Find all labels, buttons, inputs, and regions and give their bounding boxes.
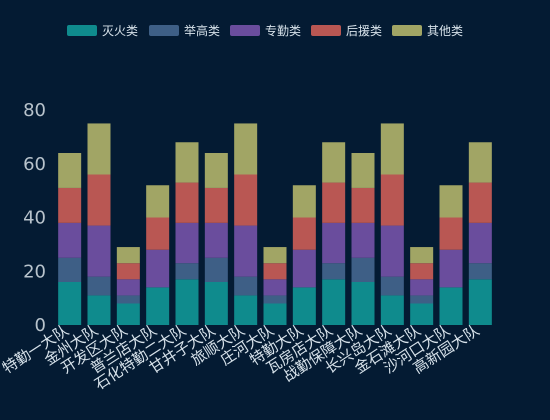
bar-15-后援类[interactable]	[468, 182, 492, 223]
bar-9-灭火类[interactable]	[292, 287, 316, 325]
bar-5-专勤类[interactable]	[175, 222, 199, 264]
legend-label-1[interactable]: 灭火类	[102, 24, 138, 38]
x-axis: 特勤一大队金州大队开发区大队普兰店大队石化特勤二大队甘井子大队旅顺大队庄河大队特…	[0, 321, 483, 393]
bar-12-灭火类[interactable]	[380, 295, 404, 325]
bar-10-其他类[interactable]	[322, 142, 346, 183]
bar-9-专勤类[interactable]	[292, 249, 316, 288]
bar-13-专勤类[interactable]	[410, 279, 434, 296]
bar-12-其他类[interactable]	[380, 123, 404, 175]
legend-label-5[interactable]: 其他类	[427, 24, 463, 38]
bar-3-专勤类[interactable]	[116, 279, 140, 296]
bar-2-其他类[interactable]	[87, 123, 111, 175]
bar-7-其他类[interactable]	[234, 123, 258, 175]
bar-9-后援类[interactable]	[292, 217, 316, 250]
bar-14-专勤类[interactable]	[439, 249, 463, 288]
bar-2-后援类[interactable]	[87, 174, 111, 226]
y-tick-label-0: 0	[35, 315, 46, 336]
bar-13-其他类[interactable]	[410, 247, 434, 264]
bar-8-其他类[interactable]	[263, 247, 287, 264]
bar-6-专勤类[interactable]	[204, 222, 228, 258]
legend-label-2[interactable]: 举高类	[184, 23, 220, 38]
y-axis: 0 20 40 60 80	[23, 100, 46, 336]
bar-14-灭火类[interactable]	[439, 287, 463, 325]
bar-3-其他类[interactable]	[116, 247, 140, 264]
bar-11-专勤类[interactable]	[351, 222, 375, 258]
bar-7-专勤类[interactable]	[234, 225, 258, 277]
bar-1-举高类[interactable]	[58, 257, 82, 282]
bar-5-后援类[interactable]	[175, 182, 199, 223]
bar-2-灭火类[interactable]	[87, 295, 111, 325]
bar-8-专勤类[interactable]	[263, 279, 287, 296]
bar-6-举高类[interactable]	[204, 257, 228, 282]
bar-15-灭火类[interactable]	[468, 279, 492, 325]
legend-swatch-5[interactable]	[392, 25, 422, 36]
bar-8-灭火类[interactable]	[263, 303, 287, 326]
bar-10-灭火类[interactable]	[322, 279, 346, 325]
bar-11-后援类[interactable]	[351, 187, 375, 223]
bar-2-举高类[interactable]	[87, 276, 111, 296]
bar-3-举高类[interactable]	[116, 295, 140, 304]
bar-15-专勤类[interactable]	[468, 222, 492, 264]
bar-14-其他类[interactable]	[439, 185, 463, 218]
bar-8-举高类[interactable]	[263, 295, 287, 304]
bar-5-其他类[interactable]	[175, 142, 199, 183]
bar-10-专勤类[interactable]	[322, 222, 346, 264]
bar-14-后援类[interactable]	[439, 217, 463, 250]
bar-3-后援类[interactable]	[116, 263, 140, 280]
bar-4-其他类[interactable]	[146, 185, 170, 218]
bar-4-专勤类[interactable]	[146, 249, 170, 288]
bar-3-灭火类[interactable]	[116, 303, 140, 326]
bar-11-其他类[interactable]	[351, 153, 375, 188]
bar-2-专勤类[interactable]	[87, 225, 111, 277]
y-tick-label-80: 80	[23, 100, 46, 121]
bar-15-举高类[interactable]	[468, 263, 492, 280]
bar-5-灭火类[interactable]	[175, 279, 199, 325]
bar-9-其他类[interactable]	[292, 185, 316, 218]
y-tick-label-60: 60	[23, 154, 46, 175]
legend-swatch-1[interactable]	[67, 25, 97, 36]
bar-stack-area	[58, 123, 492, 325]
bar-13-灭火类[interactable]	[410, 303, 434, 326]
legend-swatch-3[interactable]	[230, 25, 260, 36]
legend-swatch-2[interactable]	[149, 25, 179, 36]
bar-11-举高类[interactable]	[351, 257, 375, 282]
legend: 灭火类 举高类 专勤类 后援类 其他类	[67, 23, 463, 38]
bar-1-灭火类[interactable]	[58, 282, 82, 325]
bar-1-其他类[interactable]	[58, 153, 82, 188]
legend-label-3[interactable]: 专勤类	[265, 23, 301, 38]
bar-11-灭火类[interactable]	[351, 282, 375, 325]
bar-8-后援类[interactable]	[263, 263, 287, 280]
y-tick-label-40: 40	[23, 208, 46, 229]
bar-7-举高类[interactable]	[234, 276, 258, 296]
bar-4-后援类[interactable]	[146, 217, 170, 250]
bar-4-灭火类[interactable]	[146, 287, 170, 325]
bar-12-后援类[interactable]	[380, 174, 404, 226]
bar-6-其他类[interactable]	[204, 153, 228, 188]
bar-13-后援类[interactable]	[410, 263, 434, 280]
bar-1-后援类[interactable]	[58, 187, 82, 223]
bar-10-举高类[interactable]	[322, 263, 346, 280]
bar-7-后援类[interactable]	[234, 174, 258, 226]
bar-5-举高类[interactable]	[175, 263, 199, 280]
bar-6-灭火类[interactable]	[204, 282, 228, 325]
bar-13-举高类[interactable]	[410, 295, 434, 304]
bar-7-灭火类[interactable]	[234, 295, 258, 325]
bar-6-后援类[interactable]	[204, 187, 228, 223]
y-tick-label-20: 20	[23, 261, 46, 282]
bar-12-举高类[interactable]	[380, 276, 404, 296]
bar-10-后援类[interactable]	[322, 182, 346, 223]
legend-swatch-4[interactable]	[311, 25, 341, 36]
bar-12-专勤类[interactable]	[380, 225, 404, 277]
bar-1-专勤类[interactable]	[58, 222, 82, 258]
bar-15-其他类[interactable]	[468, 142, 492, 183]
legend-label-4[interactable]: 后援类	[346, 24, 382, 38]
